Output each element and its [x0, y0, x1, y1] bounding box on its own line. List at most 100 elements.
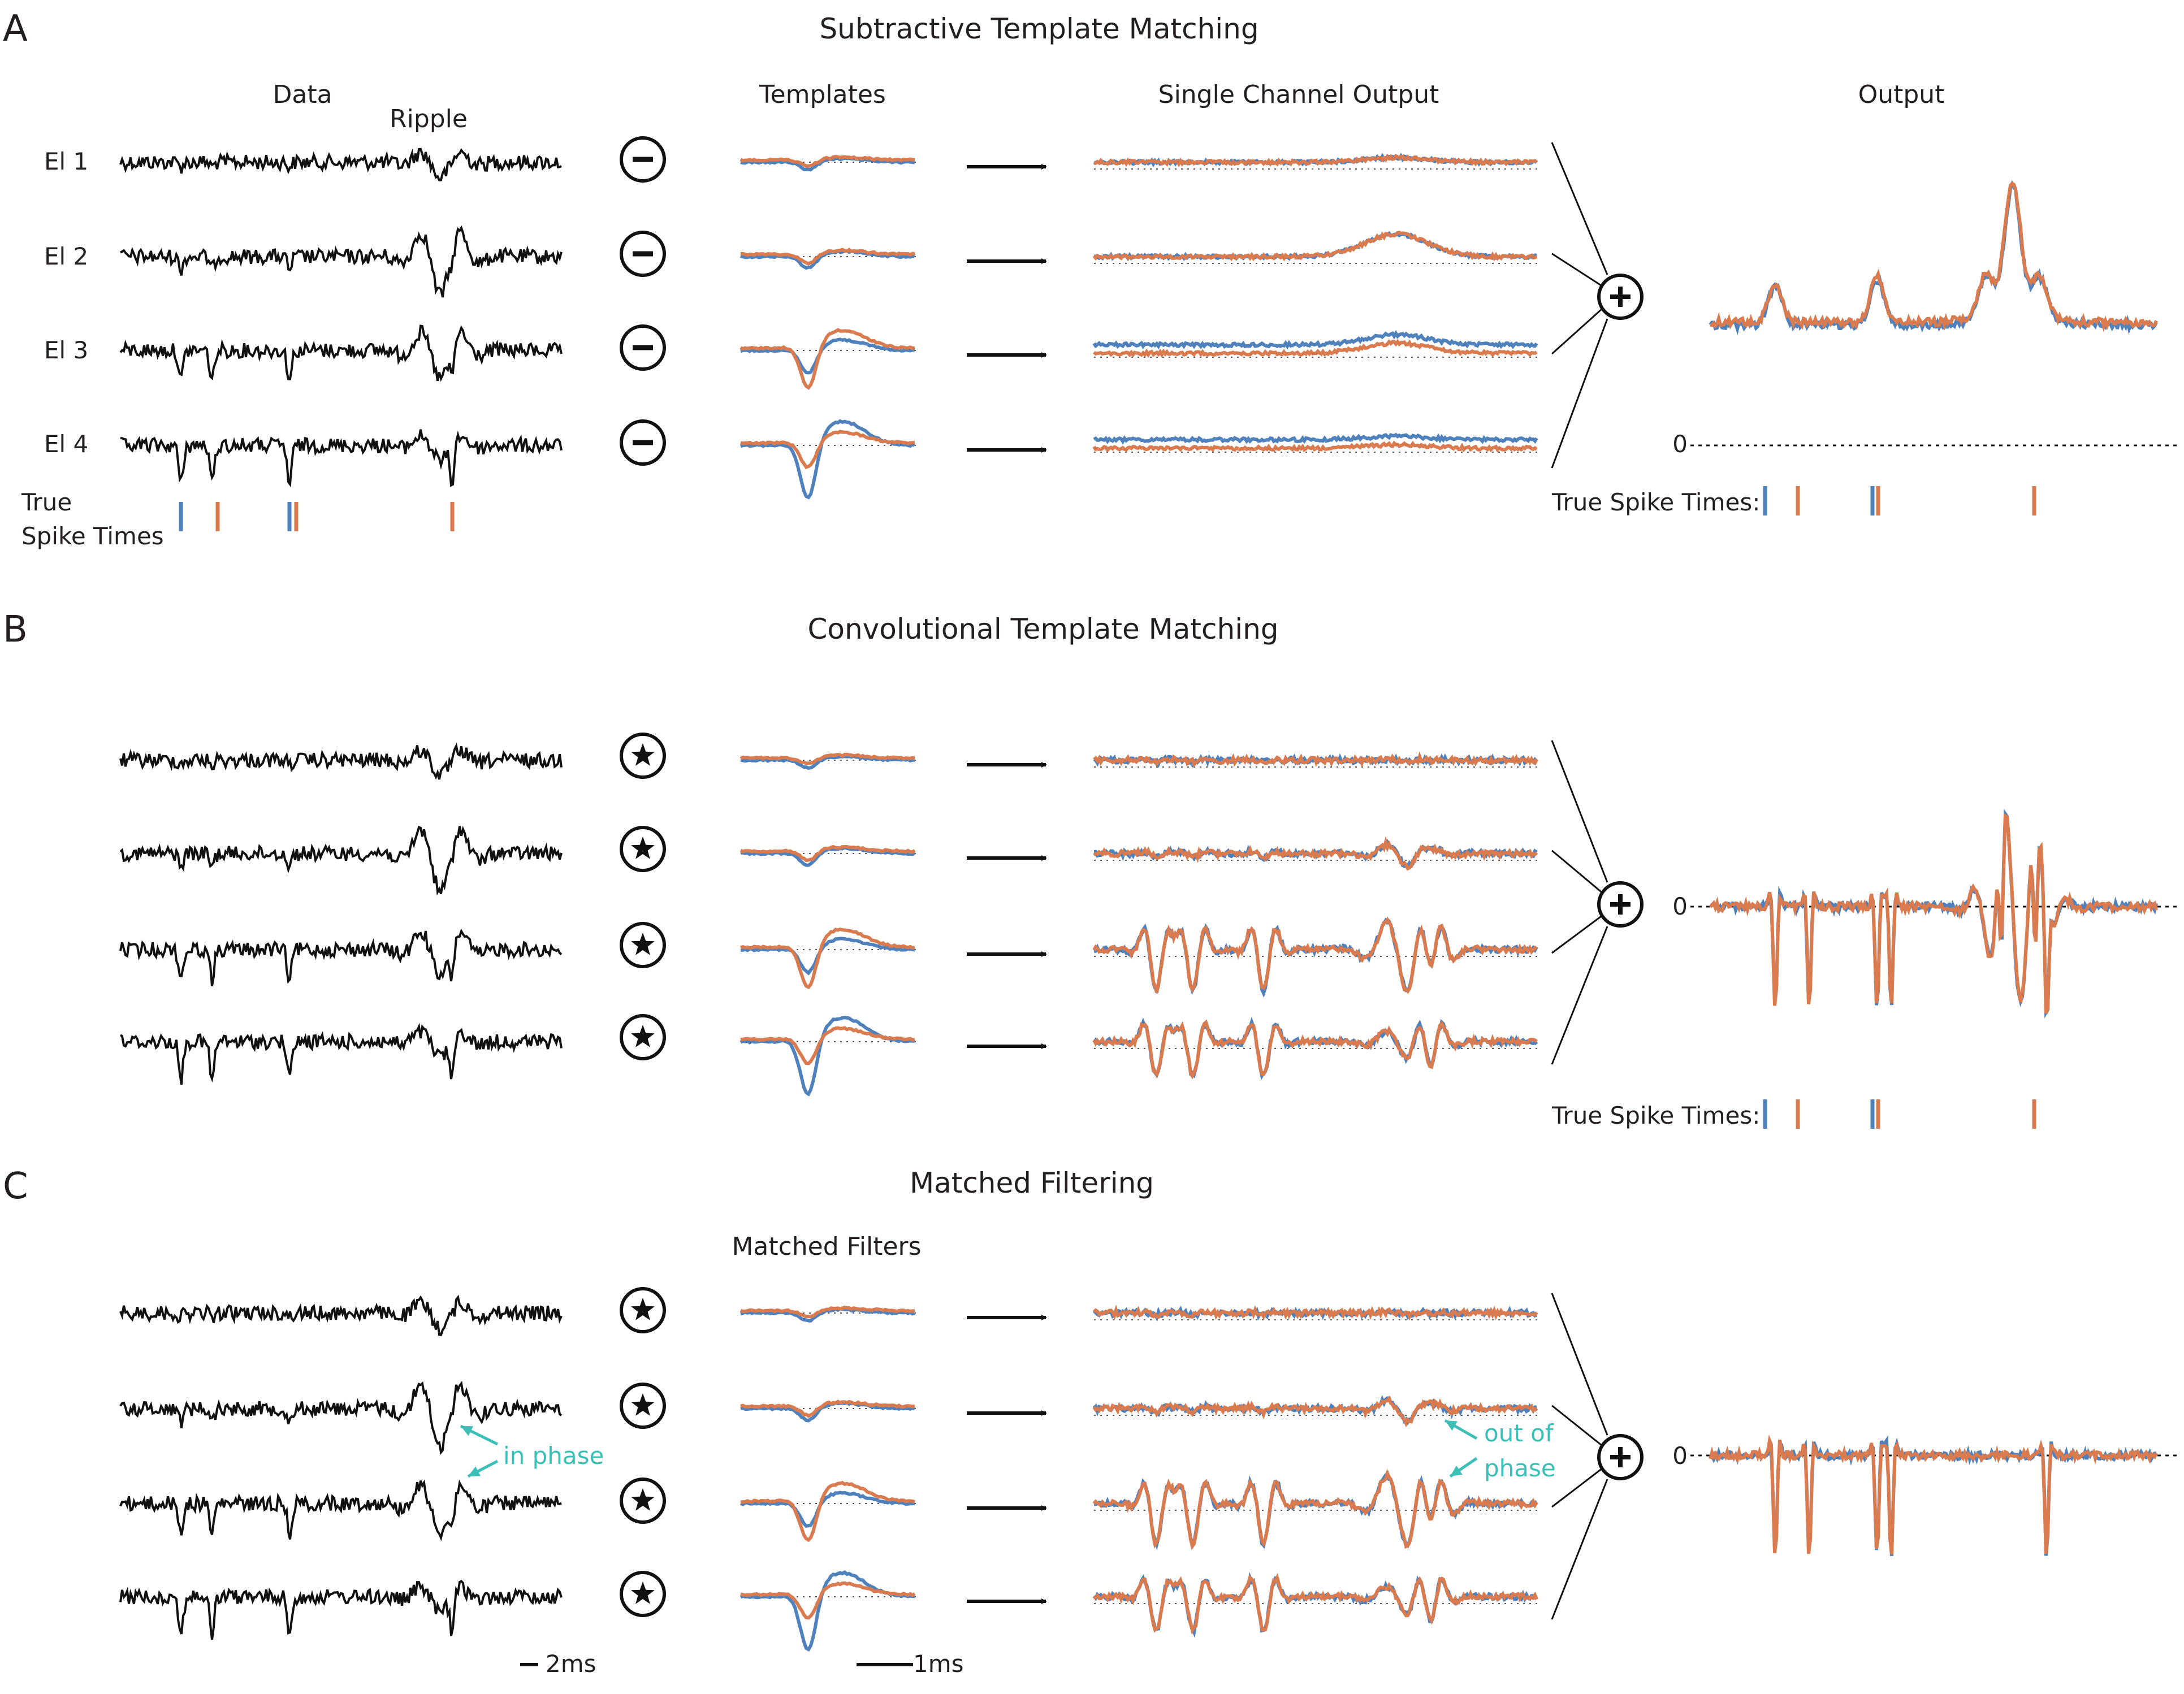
combine-line-p2-4 [1551, 1479, 1608, 1620]
combine-line-p0-3 [1551, 303, 1608, 355]
combine-line-p0-2 [1551, 253, 1608, 291]
single-output-orange-p1-4 [1092, 1019, 1538, 1080]
cyan-arrow-icon-out-of-phase-2-head [1450, 1465, 1463, 1476]
single-output-blue-p0-3 [1092, 330, 1538, 350]
template-blue-p0-4 [740, 419, 916, 500]
template-orange-p2-3 [740, 1480, 915, 1543]
single-channel-heading: Single Channel Output [1158, 80, 1439, 109]
combine-line-p1-4 [1551, 926, 1608, 1065]
cyan-arrow-icon-out-of-phase-1-head [1445, 1420, 1458, 1431]
template-blue-p2-4 [739, 1570, 915, 1652]
traces-layer [119, 136, 2179, 1666]
data-trace-p0-ch1 [119, 148, 562, 181]
out-of-phase-label-line2: phase [1484, 1454, 1556, 1482]
combine-line-p1-2 [1551, 850, 1608, 898]
data-heading: Data [273, 80, 332, 109]
single-output-orange-p0-4 [1092, 440, 1538, 453]
combine-line-p0-1 [1551, 142, 1608, 275]
output-true-spikes-label-a: True Spike Times: [1551, 488, 1760, 516]
template-blue-p2-3 [739, 1491, 915, 1528]
combine-line-p2-2 [1551, 1405, 1608, 1451]
single-output-orange-p1-2 [1093, 836, 1538, 871]
electrode-label-2: El 2 [44, 242, 88, 270]
electrode-label-3: El 3 [44, 336, 88, 364]
output-true-spikes-label-b: True Spike Times: [1551, 1102, 1760, 1129]
true-spikes-label-line1: True [21, 488, 72, 516]
scale-bar-templates-label: 1ms [913, 1650, 964, 1678]
template-orange-p2-4 [740, 1581, 916, 1620]
template-orange-p0-3 [739, 328, 915, 390]
output-zero-label-c: 0 [1672, 1442, 1688, 1470]
data-trace-p0-ch4 [120, 429, 563, 488]
panel-a-title: Subtractive Template Matching [819, 12, 1258, 45]
template-orange-p0-1 [739, 155, 915, 168]
single-output-orange-p1-1 [1093, 751, 1538, 768]
matched-filters-heading: Matched Filters [732, 1232, 921, 1261]
star-circle-icon-b2-glyph [631, 837, 655, 859]
star-circle-icon-b4-glyph [631, 1025, 655, 1047]
out-of-phase-label-line1: out of [1484, 1419, 1554, 1447]
cyan-arrow-icon-in-phase-2-head [468, 1466, 481, 1476]
template-orange-p1-3 [740, 927, 915, 990]
template-blue-p2-2 [740, 1401, 915, 1423]
electrode-label-4: El 4 [44, 430, 88, 458]
ripple-label: Ripple [390, 105, 468, 133]
single-output-orange-p2-1 [1092, 1304, 1538, 1321]
panel-b: B Convolutional Template Matching 0 True… [3, 609, 1760, 1129]
panel-b-title: Convolutional Template Matching [807, 613, 1278, 645]
data-trace-p2-ch3 [119, 1479, 562, 1541]
star-circle-icon-c2-glyph [631, 1393, 655, 1416]
star-circle-icon-c1-glyph [631, 1298, 655, 1320]
template-orange-p1-1 [739, 752, 915, 765]
data-trace-p2-ch1 [119, 1294, 563, 1336]
output-zero-label-a: 0 [1672, 430, 1688, 458]
data-trace-p0-ch2 [119, 225, 563, 298]
summed-output-orange-a [1710, 181, 2158, 332]
star-circle-icon-b1-glyph [631, 743, 655, 766]
template-blue-p1-4 [739, 1016, 915, 1097]
data-trace-p2-ch2 [119, 1381, 563, 1455]
single-output-orange-p0-2 [1092, 230, 1538, 262]
true-spikes-label-line2: Spike Times [21, 522, 164, 550]
template-orange-p0-4 [740, 430, 915, 469]
panel-letter-a: A [3, 8, 28, 50]
template-orange-p2-2 [740, 1400, 915, 1418]
summed-output-orange-b [1709, 813, 2158, 1014]
single-output-orange-p1-3 [1092, 916, 1538, 994]
star-circle-icon-c4-glyph [631, 1582, 655, 1604]
data-trace-p0-ch3 [119, 324, 563, 382]
panel-letter-c: C [3, 1166, 28, 1207]
data-trace-p1-ch2 [119, 825, 563, 896]
cyan-arrow-icon-in-phase-1-head [461, 1426, 473, 1436]
single-output-orange-p0-1 [1093, 153, 1538, 167]
template-orange-p1-2 [739, 844, 916, 863]
data-trace-p1-ch3 [119, 928, 563, 986]
panel-a: A Subtractive Template Matching Data Rip… [3, 8, 1944, 550]
data-trace-p1-ch1 [119, 742, 563, 780]
star-circle-icon-b3-glyph [631, 933, 655, 955]
combine-line-p2-3 [1551, 1463, 1608, 1508]
summed-output-blue-a [1709, 180, 2158, 336]
combine-line-p1-3 [1551, 911, 1608, 954]
combine-line-p2-1 [1551, 1293, 1608, 1436]
panel-letter-b: B [3, 609, 28, 651]
template-orange-p1-4 [740, 1026, 915, 1065]
single-output-orange-p2-4 [1093, 1572, 1538, 1635]
single-output-blue-p0-4 [1093, 432, 1538, 445]
data-trace-p1-ch4 [120, 1023, 563, 1085]
template-orange-p0-2 [741, 248, 915, 266]
single-output-orange-p2-3 [1092, 1468, 1538, 1550]
scale-bar-data-label: 2ms [546, 1650, 596, 1678]
star-circle-icon-c3-glyph [631, 1488, 655, 1511]
output-zero-label-b: 0 [1672, 893, 1688, 920]
combine-line-p1-1 [1551, 740, 1608, 883]
summed-output-orange-c [1709, 1435, 2158, 1555]
output-heading: Output [1858, 80, 1945, 109]
in-phase-label: in phase [503, 1442, 604, 1470]
template-blue-p0-3 [740, 337, 915, 375]
single-output-orange-p2-2 [1092, 1395, 1538, 1428]
panel-c-title: Matched Filtering [910, 1167, 1154, 1199]
template-orange-p2-1 [739, 1305, 915, 1319]
summed-output-blue-b [1710, 808, 2158, 1019]
